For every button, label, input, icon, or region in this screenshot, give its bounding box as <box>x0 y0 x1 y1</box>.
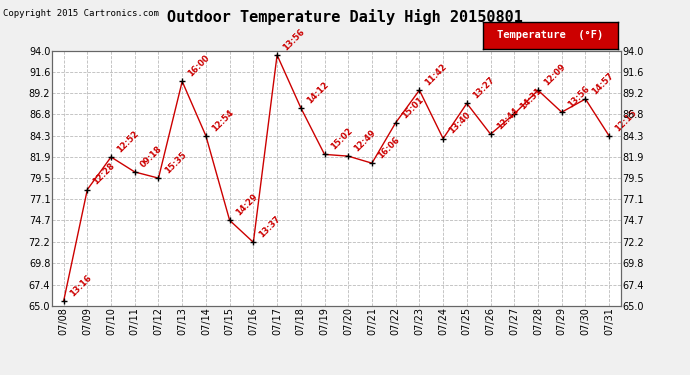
Text: 14:12: 14:12 <box>305 80 331 105</box>
Text: 13:40: 13:40 <box>447 111 473 136</box>
Text: 13:16: 13:16 <box>68 273 93 298</box>
Text: 16:06: 16:06 <box>376 135 402 160</box>
Text: 13:37: 13:37 <box>257 214 283 240</box>
Text: 15:02: 15:02 <box>328 126 354 152</box>
Text: 12:09: 12:09 <box>542 62 567 87</box>
Text: 15:01: 15:01 <box>400 94 425 120</box>
Text: 13:56: 13:56 <box>282 27 306 52</box>
Text: 13:56: 13:56 <box>566 84 591 110</box>
Text: 16:00: 16:00 <box>186 53 212 79</box>
Text: 12:49: 12:49 <box>353 128 377 153</box>
Text: 12:15: 12:15 <box>613 108 639 133</box>
Text: 12:54: 12:54 <box>210 108 235 133</box>
Text: 12:44: 12:44 <box>495 106 520 131</box>
Text: Copyright 2015 Cartronics.com: Copyright 2015 Cartronics.com <box>3 9 159 18</box>
Text: 12:28: 12:28 <box>92 162 117 187</box>
Text: 13:27: 13:27 <box>471 75 496 100</box>
Text: 12:52: 12:52 <box>115 129 141 154</box>
Text: 09:18: 09:18 <box>139 144 164 169</box>
Text: Outdoor Temperature Daily High 20150801: Outdoor Temperature Daily High 20150801 <box>167 9 523 26</box>
Text: 15:35: 15:35 <box>163 150 188 176</box>
Text: 14:29: 14:29 <box>234 192 259 217</box>
Text: 14:57: 14:57 <box>589 71 615 96</box>
Text: 14:31: 14:31 <box>518 86 544 111</box>
Text: Temperature  (°F): Temperature (°F) <box>497 30 603 40</box>
Text: 11:42: 11:42 <box>424 62 449 87</box>
